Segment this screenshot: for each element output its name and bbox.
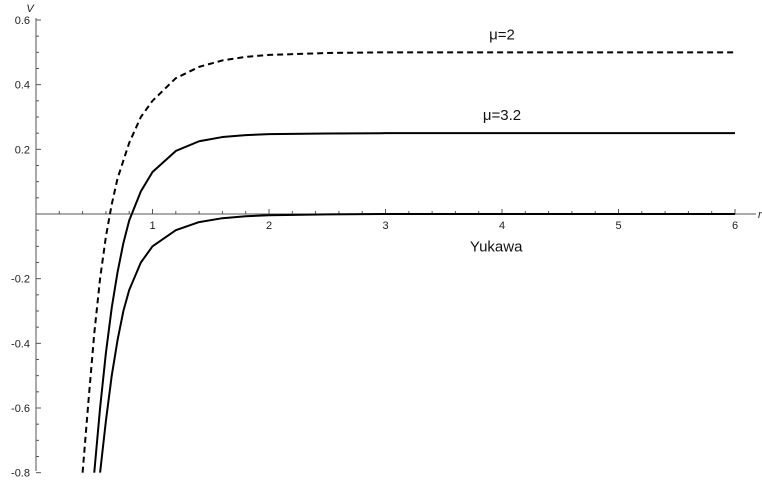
curve-label-2: μ=3.2: [483, 107, 521, 124]
x-tick-label: 5: [615, 220, 621, 232]
y-tick-label: -0.8: [11, 468, 30, 480]
y-tick-label: 0.2: [15, 144, 30, 156]
labels-group: μ=2 μ=3.2 Yukawa: [470, 26, 523, 255]
x-tick-label: 1: [149, 220, 155, 232]
y-ticks: -0.8 -0.6 -0.4 -0.2 0.2 0.4 0.6: [11, 15, 41, 480]
x-tick-label: 2: [266, 220, 272, 232]
curve-label-1: μ=2: [489, 26, 515, 43]
x-ticks: 1 2 3 4 5 6: [58, 209, 738, 232]
series-group: [81, 51, 735, 473]
x-axis-label: r: [758, 209, 762, 221]
series-line-1: [81, 51, 735, 473]
series-line-2: [93, 132, 735, 473]
x-tick-label: 6: [732, 220, 738, 232]
x-tick-label: 3: [382, 220, 388, 232]
y-tick-label: 0.6: [15, 15, 30, 27]
annotation-yukawa: Yukawa: [470, 238, 523, 255]
y-axis-label: V: [26, 3, 35, 15]
series-line-3: [99, 213, 735, 473]
y-tick-label: -0.6: [11, 403, 30, 415]
axes: Vr: [26, 3, 762, 471]
y-tick-label: -0.4: [11, 338, 30, 350]
y-tick-label: 0.4: [15, 80, 30, 92]
y-tick-label: -0.2: [11, 274, 30, 286]
x-tick-label: 4: [499, 220, 505, 232]
